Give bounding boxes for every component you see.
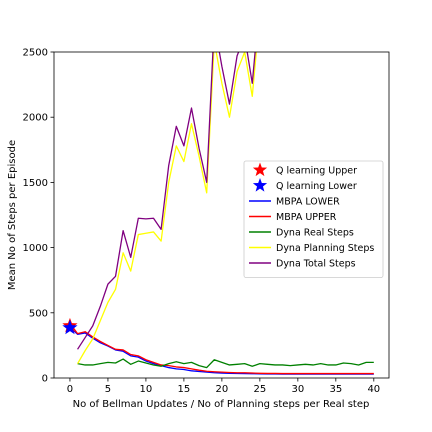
legend-box	[243, 160, 384, 278]
series-line-dyna-planning-steps	[76, 52, 257, 364]
x-tick-label: 5	[105, 384, 111, 395]
x-axis-label: No of Bellman Updates / No of Planning s…	[73, 399, 370, 410]
series-layer	[62, 52, 374, 375]
x-tick-label: 25	[253, 384, 266, 395]
x-axis-ticks: 0 5 10 15 20 25 30 35 40	[67, 378, 380, 395]
legend: Q learning Upper Q learning Lower MBPA LOW…	[243, 160, 384, 278]
legend-label-q-learning-lower: Q learning Lower	[276, 181, 357, 192]
x-tick-label: 10	[140, 384, 153, 395]
y-tick-label: 2500	[23, 48, 48, 59]
legend-label-dyna-planning-steps: Dyna Planning Steps	[276, 243, 374, 254]
y-axis-label: Mean No of Steps per Episode	[7, 140, 18, 290]
legend-label-dyna-total-steps: Dyna Total Steps	[276, 258, 356, 269]
y-tick-label: 1500	[23, 178, 48, 189]
y-tick-label: 2000	[23, 113, 48, 124]
legend-label-mbpa-upper: MBPA UPPER	[276, 212, 337, 223]
x-tick-label: 30	[291, 384, 304, 395]
series-line-dyna-total-steps	[77, 52, 256, 350]
legend-swatch-q-learning-lower	[252, 178, 268, 192]
x-tick-label: 0	[67, 384, 73, 395]
x-tick-label: 35	[329, 384, 342, 395]
legend-label-q-learning-upper: Q learning Upper	[276, 165, 357, 176]
y-axis-ticks: 0 500 1000 1500 2000 2500	[23, 48, 54, 385]
y-tick-label: 0	[42, 374, 48, 385]
legend-swatch-q-learning-upper	[252, 162, 268, 177]
x-tick-label: 40	[367, 384, 380, 395]
series-line-mbpa-upper	[69, 322, 374, 375]
x-tick-label: 20	[216, 384, 229, 395]
series-marker-q-learning-lower	[62, 319, 78, 335]
legend-label-mbpa-lower: MBPA LOWER	[276, 196, 340, 207]
series-line-dyna-real-steps	[77, 358, 374, 369]
x-tick-label: 15	[178, 384, 191, 395]
legend-label-dyna-real-steps: Dyna Real Steps	[276, 227, 354, 238]
y-tick-label: 500	[29, 308, 48, 319]
y-tick-label: 1000	[23, 243, 48, 254]
